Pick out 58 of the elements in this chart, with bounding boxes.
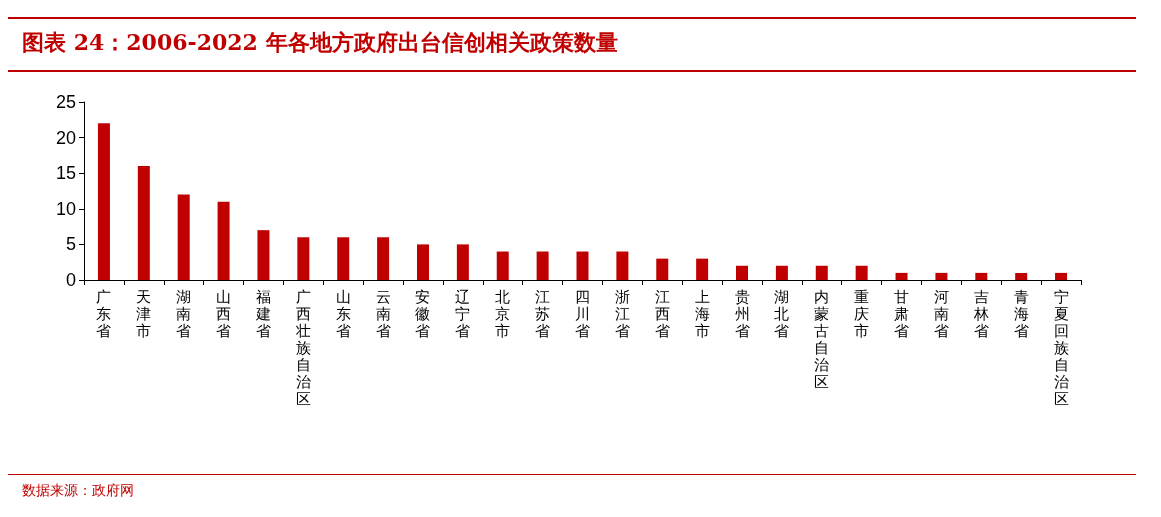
bar: [736, 265, 749, 280]
bar: [1055, 272, 1068, 280]
x-tick-label: 内蒙古自治区: [814, 287, 830, 391]
chart-title: 图表 24：2006-2022 年各地方政府出台信创相关政策数量: [22, 28, 618, 57]
bar: [815, 265, 828, 280]
bar: [1015, 272, 1028, 280]
x-tick-label: 甘肃省: [894, 287, 910, 340]
bar: [895, 272, 908, 280]
bar: [496, 251, 509, 280]
y-tick-label: 5: [65, 234, 76, 255]
bar: [855, 265, 868, 280]
bar: [137, 166, 150, 280]
x-tick-label: 云南省: [375, 287, 391, 340]
bar: [257, 230, 270, 280]
x-tick-label: 广东省: [96, 287, 112, 340]
x-tick-label: 江西省: [654, 287, 670, 340]
bar: [536, 251, 549, 280]
x-tick-label: 天津市: [136, 287, 152, 340]
x-tick-label: 四川省: [575, 287, 590, 340]
bar: [576, 251, 589, 280]
bar: [337, 237, 350, 280]
bar: [177, 194, 190, 280]
x-tick-label: 福建省: [254, 287, 271, 340]
bar: [456, 244, 469, 280]
x-tick-label: 安徽省: [415, 287, 431, 340]
x-tick-label: 贵州省: [734, 287, 750, 340]
y-tick-label: 20: [55, 127, 76, 148]
x-tick-label: 上海市: [694, 287, 710, 340]
y-tick-label: 25: [55, 92, 76, 112]
bar: [656, 258, 669, 280]
x-tick-label: 湖北省: [774, 287, 790, 340]
x-tick-label: 山东省: [335, 287, 351, 340]
y-tick-label: 15: [55, 163, 76, 184]
y-tick-label: 0: [65, 270, 76, 290]
bar: [975, 272, 988, 280]
bar: [935, 272, 948, 280]
x-tick-label: 江苏省: [535, 287, 551, 340]
x-tick-label: 北京市: [495, 287, 511, 340]
bar: [217, 201, 230, 280]
bar: [297, 237, 310, 280]
x-tick-label: 青海省: [1013, 287, 1029, 340]
x-tick-label: 重庆市: [854, 287, 870, 340]
bar: [97, 123, 110, 280]
bar: [616, 251, 629, 280]
bar: [416, 244, 429, 280]
bar: [696, 258, 709, 280]
x-tick-label: 河南省: [933, 287, 949, 340]
x-tick-label: 浙江省: [614, 287, 630, 340]
x-tick-label: 山西省: [216, 287, 232, 340]
x-tick-label: 辽宁省: [455, 287, 471, 340]
x-tick-label: 吉林省: [972, 287, 989, 340]
bar: [775, 265, 788, 280]
x-tick-label: 宁夏回族自治区: [1053, 287, 1069, 408]
x-tick-label: 广西壮族自治区: [294, 287, 311, 408]
x-tick-label: 湖南省: [176, 287, 192, 340]
y-tick-label: 10: [55, 198, 76, 219]
bar: [377, 237, 390, 280]
source-note: 数据来源：政府网: [22, 482, 134, 500]
